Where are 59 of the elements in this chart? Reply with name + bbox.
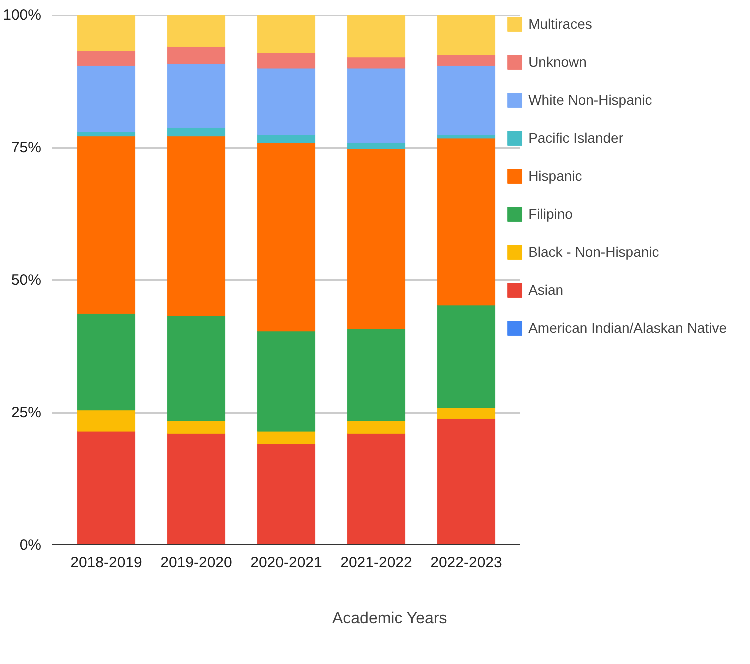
bar: [347, 16, 406, 58]
x-tick-label: 2022-2023: [430, 554, 502, 572]
bar: [77, 16, 136, 52]
bar: [167, 16, 226, 48]
bar: [257, 331, 316, 432]
bar: [167, 128, 226, 137]
x-axis-title: Academic Years: [332, 610, 448, 628]
legend-label: White Non-Hispanic: [528, 92, 652, 108]
bar: [437, 134, 496, 139]
bar: [347, 420, 406, 434]
bar: [257, 134, 316, 144]
y-tick-label: 100%: [3, 7, 42, 24]
bar: [77, 431, 136, 546]
bar: [257, 68, 316, 135]
bar: [437, 66, 496, 135]
bar: [257, 52, 316, 69]
bar: [347, 68, 406, 144]
bar: [77, 314, 136, 411]
x-tick-label: 2019-2020: [160, 554, 232, 572]
bar: [167, 136, 226, 316]
bar: [437, 408, 496, 420]
bar: [347, 148, 406, 330]
bar: [257, 444, 316, 546]
legend-label: Multiraces: [528, 16, 592, 32]
bar: [167, 63, 226, 128]
bar: [257, 142, 316, 332]
legend-label: American Indian/Alaskan Native: [528, 320, 727, 336]
bar: [347, 433, 406, 546]
bar: [257, 431, 316, 445]
y-tick-label: 25%: [11, 404, 42, 422]
legend-label: Asian: [528, 282, 564, 298]
bar: [437, 305, 496, 408]
bar: [257, 16, 316, 54]
bar: [437, 418, 496, 546]
x-tick-label: 2021-2022: [340, 554, 412, 572]
bar: [77, 410, 136, 432]
bar: [437, 138, 496, 306]
bar: [347, 329, 406, 422]
y-tick-label: 0%: [20, 537, 42, 554]
bar: [167, 420, 226, 434]
y-tick-label: 50%: [11, 272, 42, 289]
bar: [347, 142, 406, 150]
legend-label: Black - Non-Hispanic: [528, 244, 660, 260]
x-tick-label: 2020-2021: [250, 554, 322, 572]
bar: [77, 136, 136, 314]
legend-label: Unknown: [528, 54, 587, 70]
bar: [77, 50, 136, 66]
legend-label: Hispanic: [528, 168, 582, 184]
bar: [167, 433, 226, 546]
bar: [347, 57, 406, 69]
legend-label: Pacific Islander: [528, 130, 624, 146]
bar: [77, 66, 136, 132]
bar: [167, 46, 226, 64]
bar: [437, 55, 496, 66]
x-tick-label: 2018-2019: [70, 554, 142, 572]
legend-label: Filipino: [528, 206, 573, 222]
bar: [167, 316, 226, 422]
bar: [437, 16, 496, 56]
y-tick-label: 75%: [11, 140, 42, 156]
